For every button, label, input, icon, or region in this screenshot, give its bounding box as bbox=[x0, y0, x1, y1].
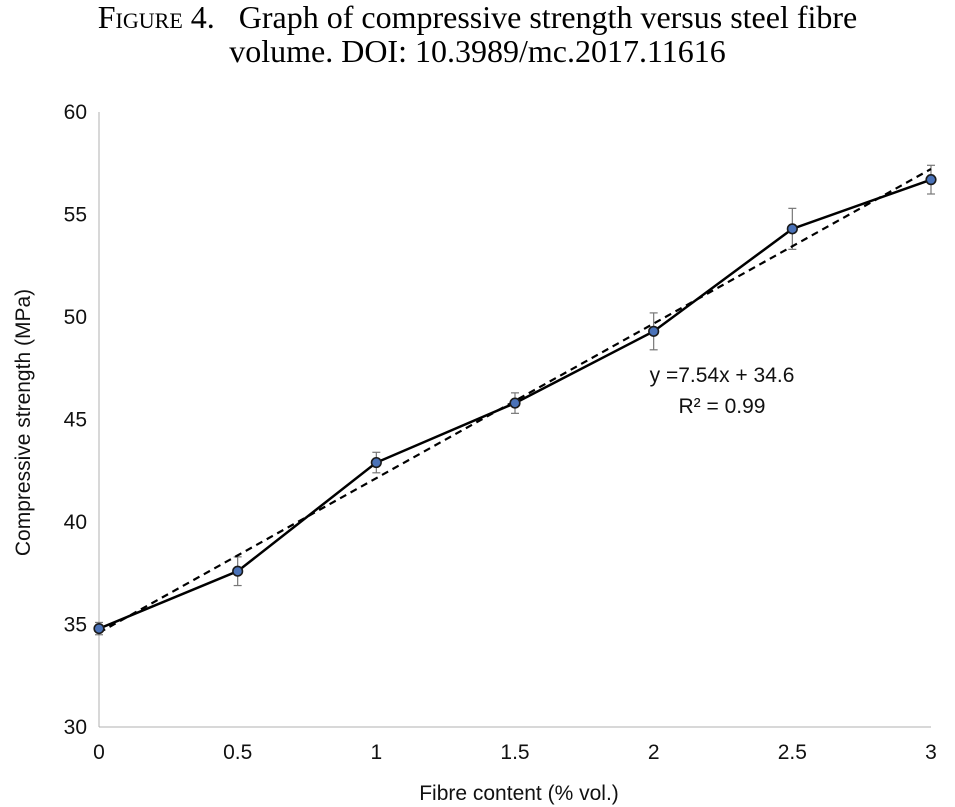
trendline-equation: y =7.54x + 34.6 bbox=[650, 364, 795, 387]
x-tick-labels: 0 0.5 1 1.5 2 2.5 3 bbox=[93, 741, 937, 764]
figure-caption: Figure 4. Graph of compressive strength v… bbox=[0, 0, 955, 68]
figure-label: Figure 4. bbox=[97, 0, 215, 35]
x-tick-label: 1 bbox=[370, 741, 382, 764]
trendline bbox=[98, 168, 932, 634]
trendline-r-squared: R² = 0.99 bbox=[679, 395, 766, 418]
data-point bbox=[786, 223, 798, 235]
y-tick-label: 55 bbox=[64, 204, 87, 227]
x-tick-label: 1.5 bbox=[500, 741, 529, 764]
data-point bbox=[648, 325, 660, 337]
x-tick-label: 0.5 bbox=[223, 741, 252, 764]
caption-line-1: Figure 4. Graph of compressive strength v… bbox=[0, 0, 955, 34]
caption-text-1: Graph of compressive strength versus ste… bbox=[238, 0, 858, 35]
y-tick-label: 30 bbox=[64, 716, 87, 739]
x-tick-label: 2 bbox=[648, 741, 660, 764]
axes bbox=[98, 112, 931, 728]
y-tick-label: 35 bbox=[64, 614, 87, 637]
y-tick-label: 40 bbox=[64, 511, 87, 534]
data-point bbox=[370, 456, 382, 469]
x-tick-label: 3 bbox=[925, 741, 937, 764]
caption-line-2: volume. DOI: 10.3989/mc.2017.11616 bbox=[229, 33, 726, 69]
x-tick-label: 0 bbox=[93, 741, 105, 764]
y-tick-labels: 30 35 40 45 50 55 60 bbox=[64, 101, 87, 739]
y-tick-label: 50 bbox=[64, 306, 87, 329]
data-point bbox=[93, 622, 105, 635]
x-tick-label: 2.5 bbox=[778, 741, 807, 764]
y-tick-label: 60 bbox=[64, 101, 87, 124]
y-axis-title: Compressive strength (MPa) bbox=[12, 289, 35, 556]
data-point bbox=[232, 565, 244, 577]
data-point bbox=[509, 397, 521, 409]
x-axis-title: Fibre content (% vol.) bbox=[419, 782, 619, 805]
y-tick-label: 45 bbox=[64, 409, 87, 432]
data-points bbox=[93, 174, 937, 635]
data-point bbox=[925, 174, 937, 186]
